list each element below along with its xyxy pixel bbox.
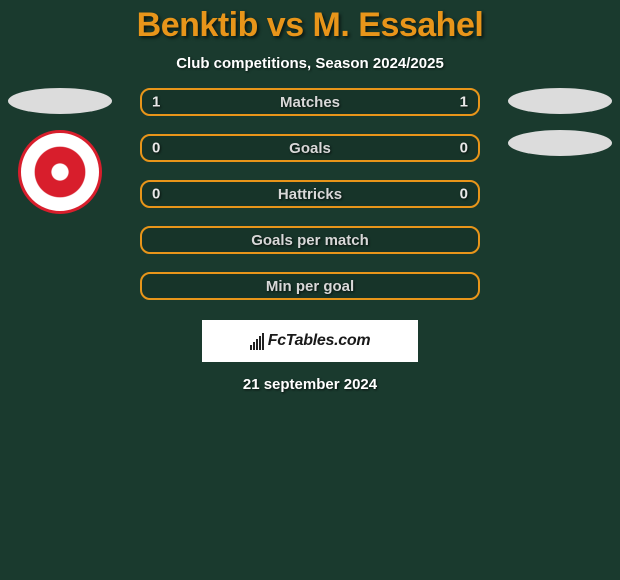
stats-area: 1 Matches 1 0 Goals 0 0 Hattricks 0 Goal… — [0, 88, 620, 300]
page-title: Benktib vs M. Essahel — [137, 6, 484, 45]
brand-badge[interactable]: FcTables.com — [202, 320, 418, 362]
stat-row-gpm: Goals per match — [140, 226, 480, 254]
date-label: 21 september 2024 — [243, 376, 377, 393]
subtitle: Club competitions, Season 2024/2025 — [176, 55, 444, 72]
club-logo-inner — [28, 140, 92, 204]
chart-icon — [250, 332, 264, 350]
player-placeholder-right-2 — [508, 130, 612, 156]
stat-value-right: 0 — [460, 186, 468, 203]
stat-row-goals: 0 Goals 0 — [140, 134, 480, 162]
player-placeholder-right-1 — [508, 88, 612, 114]
stat-label: Matches — [280, 94, 340, 111]
left-player-col — [8, 88, 112, 214]
main-container: Benktib vs M. Essahel Club competitions,… — [0, 0, 620, 393]
stat-value-right: 0 — [460, 140, 468, 157]
player-placeholder-left — [8, 88, 112, 114]
stat-label: Hattricks — [278, 186, 342, 203]
stat-value-left: 1 — [152, 94, 160, 111]
right-player-col — [508, 88, 612, 172]
stat-value-left: 0 — [152, 186, 160, 203]
stat-row-hattricks: 0 Hattricks 0 — [140, 180, 480, 208]
brand-text: FcTables.com — [268, 332, 371, 350]
club-logo-left — [18, 130, 102, 214]
stat-value-left: 0 — [152, 140, 160, 157]
stat-label: Goals per match — [251, 232, 369, 249]
stat-row-mpg: Min per goal — [140, 272, 480, 300]
stat-label: Goals — [289, 140, 331, 157]
stat-label: Min per goal — [266, 278, 354, 295]
stat-row-matches: 1 Matches 1 — [140, 88, 480, 116]
stat-value-right: 1 — [460, 94, 468, 111]
stat-rows: 1 Matches 1 0 Goals 0 0 Hattricks 0 Goal… — [140, 88, 480, 300]
